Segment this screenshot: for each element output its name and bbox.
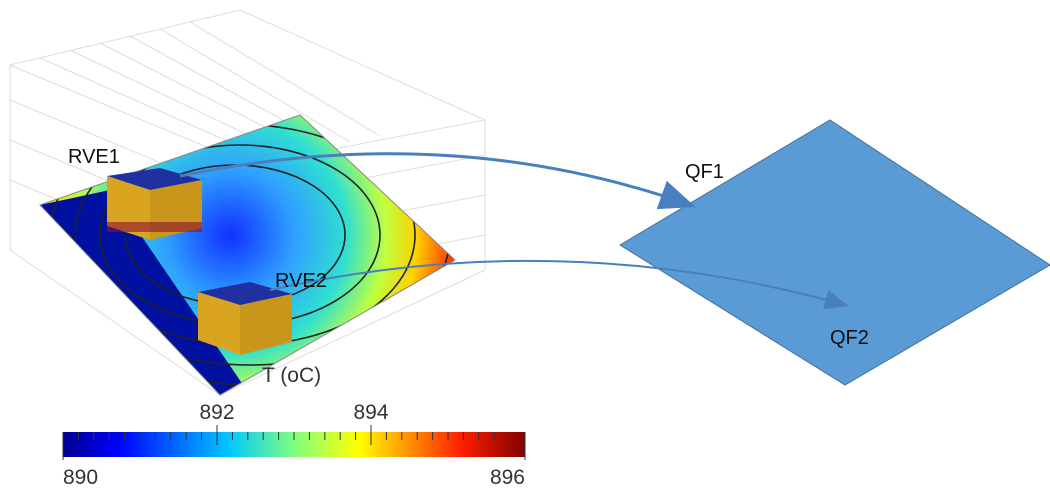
colorbar-tick-label: 896: [490, 466, 525, 489]
qf-label: QF2: [830, 327, 869, 349]
rve-box: [107, 168, 202, 240]
colorbar-tick-label: 890: [63, 466, 98, 489]
qf-label: QF1: [685, 161, 724, 183]
colorbar-tick-label: 892: [199, 401, 234, 424]
rve-label: RVE1: [68, 146, 120, 168]
rve-label: RVE2: [275, 270, 327, 292]
colorbar-title: T (oC): [262, 364, 321, 387]
rve-box: [198, 282, 292, 355]
figure: RVE1 RVE2 QF1 QF2 T (oC) 892 894 890 896: [0, 0, 1050, 492]
temperature-field: [0, 65, 520, 405]
colorbar-tick-label: 894: [353, 401, 388, 424]
